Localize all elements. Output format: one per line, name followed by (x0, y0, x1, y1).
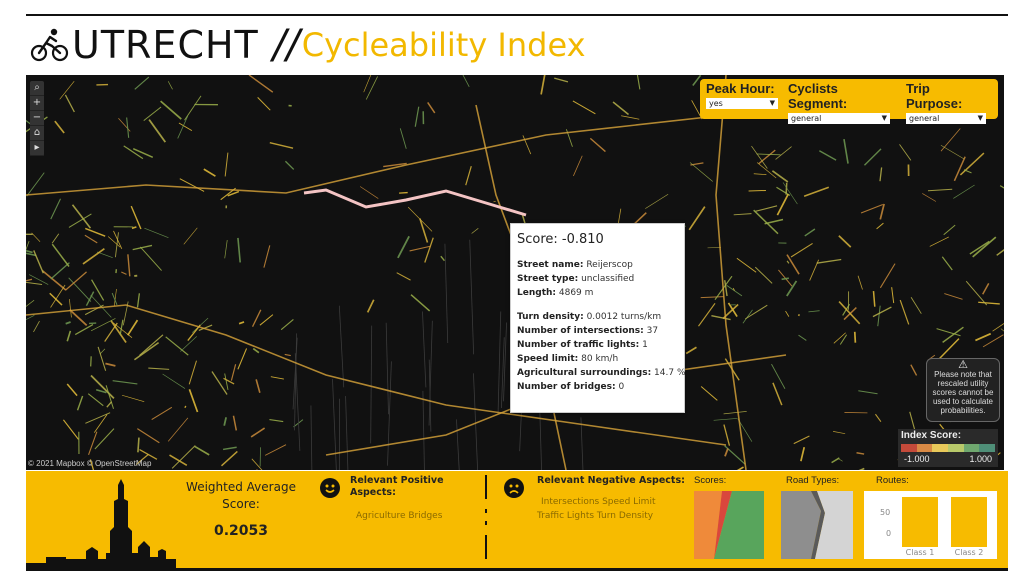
legend-color-swatch (916, 444, 933, 452)
routes-chart-title: Routes: (876, 475, 909, 486)
trip-purpose-select[interactable]: general (906, 113, 986, 124)
tooltip-length: Length: 4869 m (517, 288, 594, 298)
filter-panel: Peak Hour: yes Cyclists Segment: general… (700, 79, 998, 124)
legend-title: Index Score: (901, 430, 962, 441)
road-types-chart-title: Road Types: (786, 475, 840, 486)
legend-color-swatch (948, 444, 964, 452)
dashboard-header: UTRECHT // Cycleability Index (30, 20, 586, 70)
negative-aspects-line1: Intersections Speed Limit (541, 497, 656, 507)
tooltip-traffic-lights: Number of traffic lights: 1 (517, 340, 648, 350)
map-controls[interactable]: ⌕ + − ⌂ ▸ (30, 81, 44, 156)
peak-hour-label: Peak Hour: (706, 81, 775, 96)
legend-max: 1.000 (969, 454, 992, 464)
routes-chart[interactable]: 50 0 Class 1 Class 2 (864, 491, 997, 559)
summary-footer: Weighted Average Score: 0.2053 Relevant … (26, 471, 1008, 568)
home-icon[interactable]: ⌂ (30, 126, 44, 141)
section-divider (485, 535, 487, 559)
routes-bar-class1 (902, 497, 938, 547)
rescaled-scores-note: ⚠ Please note that rescaled utility scor… (926, 358, 1000, 422)
index-score-legend: Index Score: -1.000 1.000 (898, 429, 998, 467)
divider-dot (485, 509, 487, 513)
legend-color-swatch (901, 444, 917, 452)
zoom-in-icon[interactable]: + (30, 96, 44, 111)
dashboard-subtitle: Cycleability Index (301, 26, 586, 64)
legend-color-swatch (963, 444, 980, 452)
tooltip-agricultural: Agricultural surroundings: 14.7 % (517, 368, 686, 378)
legend-color-swatch (932, 444, 949, 452)
city-title: UTRECHT (72, 23, 259, 67)
routes-x-label: Class 2 (954, 548, 984, 557)
positive-aspects-list: Agriculture Bridges (356, 511, 443, 521)
cyclists-segment-label: Cyclists Segment: (788, 81, 848, 111)
bottom-rule (26, 568, 1008, 571)
negative-aspects-line2: Traffic Lights Turn Density (537, 511, 654, 521)
weighted-average-value: 0.2053 (213, 523, 269, 539)
scores-chart-title: Scores: (694, 475, 727, 486)
tooltip-score: Score: -0.810 (517, 232, 604, 247)
tooltip-street-type: Street type: unclassified (517, 274, 635, 284)
legend-color-bar (901, 444, 996, 452)
street-tooltip: Score: -0.810 Street name: Reijerscop St… (510, 223, 686, 413)
section-divider (485, 475, 487, 499)
warning-icon: ⚠ (958, 359, 968, 371)
utrecht-skyline-image (26, 479, 176, 568)
peak-hour-filter: Peak Hour: yes (706, 81, 778, 109)
frown-icon (504, 478, 524, 498)
tooltip-intersections: Number of intersections: 37 (517, 326, 659, 336)
note-text: Please note that rescaled utility scores… (932, 370, 994, 415)
negative-aspects-title: Relevant Negative Aspects: (537, 475, 685, 486)
positive-aspects-title: Relevant Positive Aspects: (350, 475, 444, 498)
tooltip-speed-limit: Speed limit: 80 km/h (517, 354, 619, 364)
routes-x-label: Class 1 (905, 548, 935, 557)
bicycle-icon (30, 28, 69, 62)
title-separator: // (272, 22, 300, 68)
map-attribution[interactable]: © 2021 Mapbox © OpenStreetMap (28, 459, 152, 468)
peak-hour-select[interactable]: yes (706, 98, 778, 109)
legend-color-swatch (979, 444, 996, 452)
map-search-icon[interactable]: ⌕ (30, 81, 44, 96)
tooltip-bridges: Number of bridges: 0 (517, 382, 625, 392)
cyclists-segment-filter: Cyclists Segment: general (788, 81, 890, 124)
cycle-network-map[interactable]: ⌕ + − ⌂ ▸ Peak Hour: yes Cyclists Segmen… (26, 75, 1004, 470)
smiley-icon (320, 478, 340, 498)
routes-bar-class2 (951, 497, 987, 547)
cyclists-segment-select[interactable]: general (788, 113, 890, 124)
top-rule (26, 14, 1008, 16)
weighted-average-label: Weighted Average Score: (186, 480, 296, 511)
routes-y-tick: 50 (880, 508, 891, 517)
scores-chart[interactable] (694, 491, 764, 559)
expand-icon[interactable]: ▸ (30, 141, 44, 156)
road-types-chart[interactable] (781, 491, 853, 559)
legend-min: -1.000 (904, 454, 930, 464)
routes-y-tick: 0 (886, 529, 892, 538)
zoom-out-icon[interactable]: − (30, 111, 44, 126)
trip-purpose-label: Trip Purpose: (906, 81, 963, 111)
tooltip-street-name: Street name: Reijerscop (517, 260, 633, 270)
divider-dot (485, 521, 487, 525)
trip-purpose-filter: Trip Purpose: general (906, 81, 986, 124)
tooltip-turn-density: Turn density: 0.0012 turns/km (517, 312, 662, 322)
